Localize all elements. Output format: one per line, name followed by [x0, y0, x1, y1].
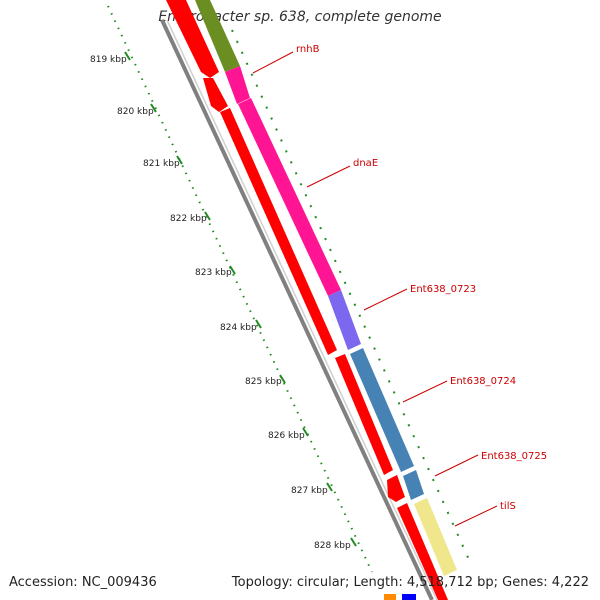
ruler-major-tick — [124, 51, 131, 61]
ruler-major-tick — [150, 103, 157, 113]
ruler-label: 827 kbp — [291, 486, 328, 496]
gene-label-ent638-0724: Ent638_0724 — [450, 376, 516, 387]
backbone-gray — [160, 19, 434, 600]
ruler-track — [107, 5, 373, 573]
cds-block — [203, 78, 228, 112]
gene-label-tilS: tilS — [500, 501, 516, 512]
ruler-label: 823 kbp — [195, 268, 232, 278]
ruler-label: 822 kbp — [170, 214, 207, 224]
cds-block — [397, 503, 448, 600]
leader-line — [402, 380, 448, 403]
genome-summary: Topology: circular; Length: 4,518,712 bp… — [231, 575, 589, 590]
genome-title: Enterobacter sp. 638, complete genome — [158, 9, 442, 25]
ruler-label: 820 kbp — [117, 107, 154, 117]
ruler-labels: 819 kbp 820 kbp 821 kbp 822 kbp 823 kbp … — [90, 51, 357, 551]
gene-block-rnhB — [225, 66, 250, 104]
reverse-strand — [166, 0, 448, 600]
leader-line — [306, 165, 351, 188]
leader-line — [434, 454, 479, 477]
ruler-label: 821 kbp — [143, 159, 180, 169]
gene-block-tilS — [414, 498, 457, 576]
gene-block-0724 — [350, 348, 414, 472]
leader-line — [454, 505, 498, 527]
ruler-label: 825 kbp — [245, 377, 282, 387]
gene-block-dnaE — [238, 98, 341, 296]
ruler-major-tick — [302, 427, 309, 437]
backbone-light — [166, 19, 438, 600]
forward-strand — [195, 0, 457, 576]
ruler-major-tick — [204, 211, 211, 221]
gene-block-0723 — [328, 290, 361, 350]
cds-block — [166, 0, 219, 78]
gene-block-olive — [195, 0, 240, 72]
gene-label-ent638-0723: Ent638_0723 — [410, 284, 476, 295]
gene-labels: rnhB dnaE Ent638_0723 Ent638_0724 Ent638… — [252, 44, 547, 527]
gene-block-0725 — [403, 470, 424, 500]
cds-block — [220, 108, 337, 355]
ruler-label: 828 kbp — [314, 541, 351, 551]
gene-label-rnhB: rnhB — [296, 44, 320, 55]
ruler-major-tick — [176, 155, 183, 165]
cds-block — [387, 475, 405, 502]
ruler-label: 826 kbp — [268, 431, 305, 441]
leader-line — [363, 288, 408, 311]
marker-orange — [384, 594, 396, 600]
ruler-major-tick — [229, 265, 236, 275]
ruler-label: 819 kbp — [90, 55, 127, 65]
gene-label-ent638-0725: Ent638_0725 — [481, 451, 547, 462]
ruler-label: 824 kbp — [220, 323, 257, 333]
ruler-major-tick — [350, 537, 357, 547]
ruler-major-tick — [279, 374, 286, 384]
leader-line — [252, 51, 294, 74]
outer-tick-track — [231, 29, 471, 563]
marker-blue — [402, 594, 416, 600]
ruler-major-tick — [255, 319, 262, 329]
gene-label-dnaE: dnaE — [353, 158, 378, 169]
ruler-major-tick — [326, 482, 333, 492]
accession-label: Accession: NC_009436 — [9, 575, 157, 590]
cds-block — [335, 354, 393, 475]
